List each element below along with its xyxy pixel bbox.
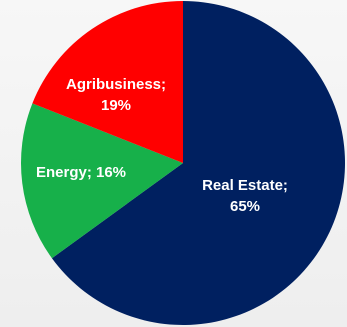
- data-label-real-estate: Real Estate; 65%: [202, 177, 288, 215]
- data-label-line: Agribusiness;: [66, 76, 166, 93]
- data-label-line: Real Estate;: [202, 177, 288, 194]
- pie-slice-agribusiness: [32, 1, 183, 163]
- data-label-energy: Energy; 16%: [36, 164, 126, 181]
- data-label-agribusiness: Agribusiness; 19%: [66, 76, 166, 114]
- pie-slice-energy: [21, 103, 184, 259]
- data-label-line: 19%: [101, 97, 131, 114]
- pie-labels: Real Estate; 65% Energy; 16% Agribusiness; 1…: [36, 76, 288, 215]
- pie-slice-real-estate: [51, 0, 346, 325]
- data-label-line: 65%: [230, 198, 260, 215]
- data-label-line: Energy; 16%: [36, 164, 126, 181]
- pie-slices: [21, 0, 346, 325]
